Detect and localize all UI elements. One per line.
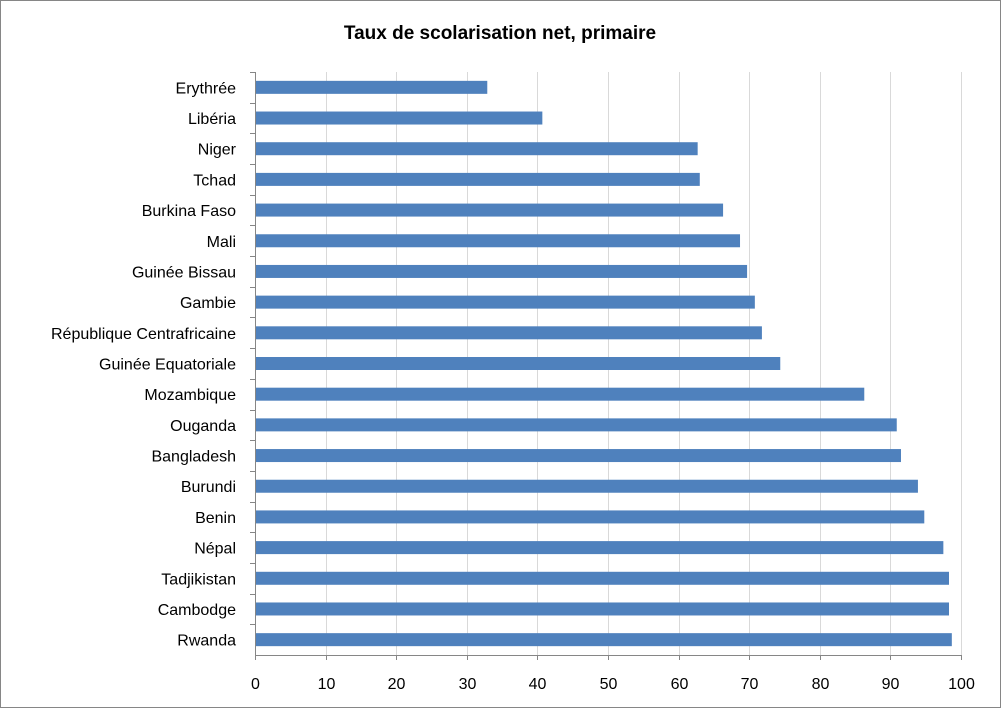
category-label: Niger: [198, 142, 237, 159]
bar: [256, 510, 925, 524]
x-tick-label: 90: [882, 676, 900, 693]
bar: [256, 326, 762, 340]
chart-title: Taux de scolarisation net, primaire: [344, 23, 656, 44]
category-label: Guinée Equatoriale: [99, 357, 236, 374]
bar: [256, 111, 543, 125]
category-label: Mozambique: [144, 387, 236, 404]
category-label: Guinée Bissau: [132, 264, 236, 281]
category-label: Mali: [207, 234, 236, 251]
x-tick-label: 100: [948, 676, 975, 693]
bar: [256, 80, 488, 94]
bar: [256, 264, 748, 278]
category-label: Népal: [194, 541, 236, 558]
bar: [256, 602, 949, 616]
bar: [256, 479, 918, 493]
category-label: Erythrée: [176, 80, 237, 97]
bar: [256, 357, 781, 370]
bar: [256, 387, 865, 401]
bar: [256, 203, 724, 217]
bar: [256, 234, 741, 248]
bar: [256, 142, 698, 156]
bar: [256, 633, 952, 647]
x-tick-label: 70: [741, 676, 759, 693]
category-label: Cambodge: [158, 602, 236, 619]
category-label: Gambie: [180, 295, 236, 312]
bar: [256, 571, 949, 585]
category-label: Burundi: [181, 479, 236, 496]
category-label: Tadjikistan: [161, 571, 236, 588]
x-tick-label: 50: [600, 676, 618, 693]
x-tick-label: 30: [459, 676, 477, 693]
category-label: Tchad: [193, 172, 236, 189]
bar: [256, 449, 901, 463]
bar: [256, 541, 944, 555]
category-label: Bangladesh: [151, 449, 236, 466]
bar: [256, 295, 755, 309]
x-tick-label: 80: [812, 676, 830, 693]
bar: [256, 172, 700, 186]
category-label: Libéria: [188, 111, 236, 128]
x-tick-label: 60: [671, 676, 689, 693]
bar: [256, 418, 897, 432]
category-label: Rwanda: [177, 633, 236, 650]
x-tick-label: 10: [318, 676, 336, 693]
category-label: Ouganda: [170, 418, 236, 435]
x-tick-label: 40: [529, 676, 547, 693]
category-label: Burkina Faso: [142, 203, 236, 220]
x-tick-label: 20: [388, 676, 406, 693]
x-tick-label: 0: [251, 676, 260, 693]
category-label: République Centrafricaine: [51, 326, 236, 343]
category-label: Benin: [195, 510, 236, 527]
